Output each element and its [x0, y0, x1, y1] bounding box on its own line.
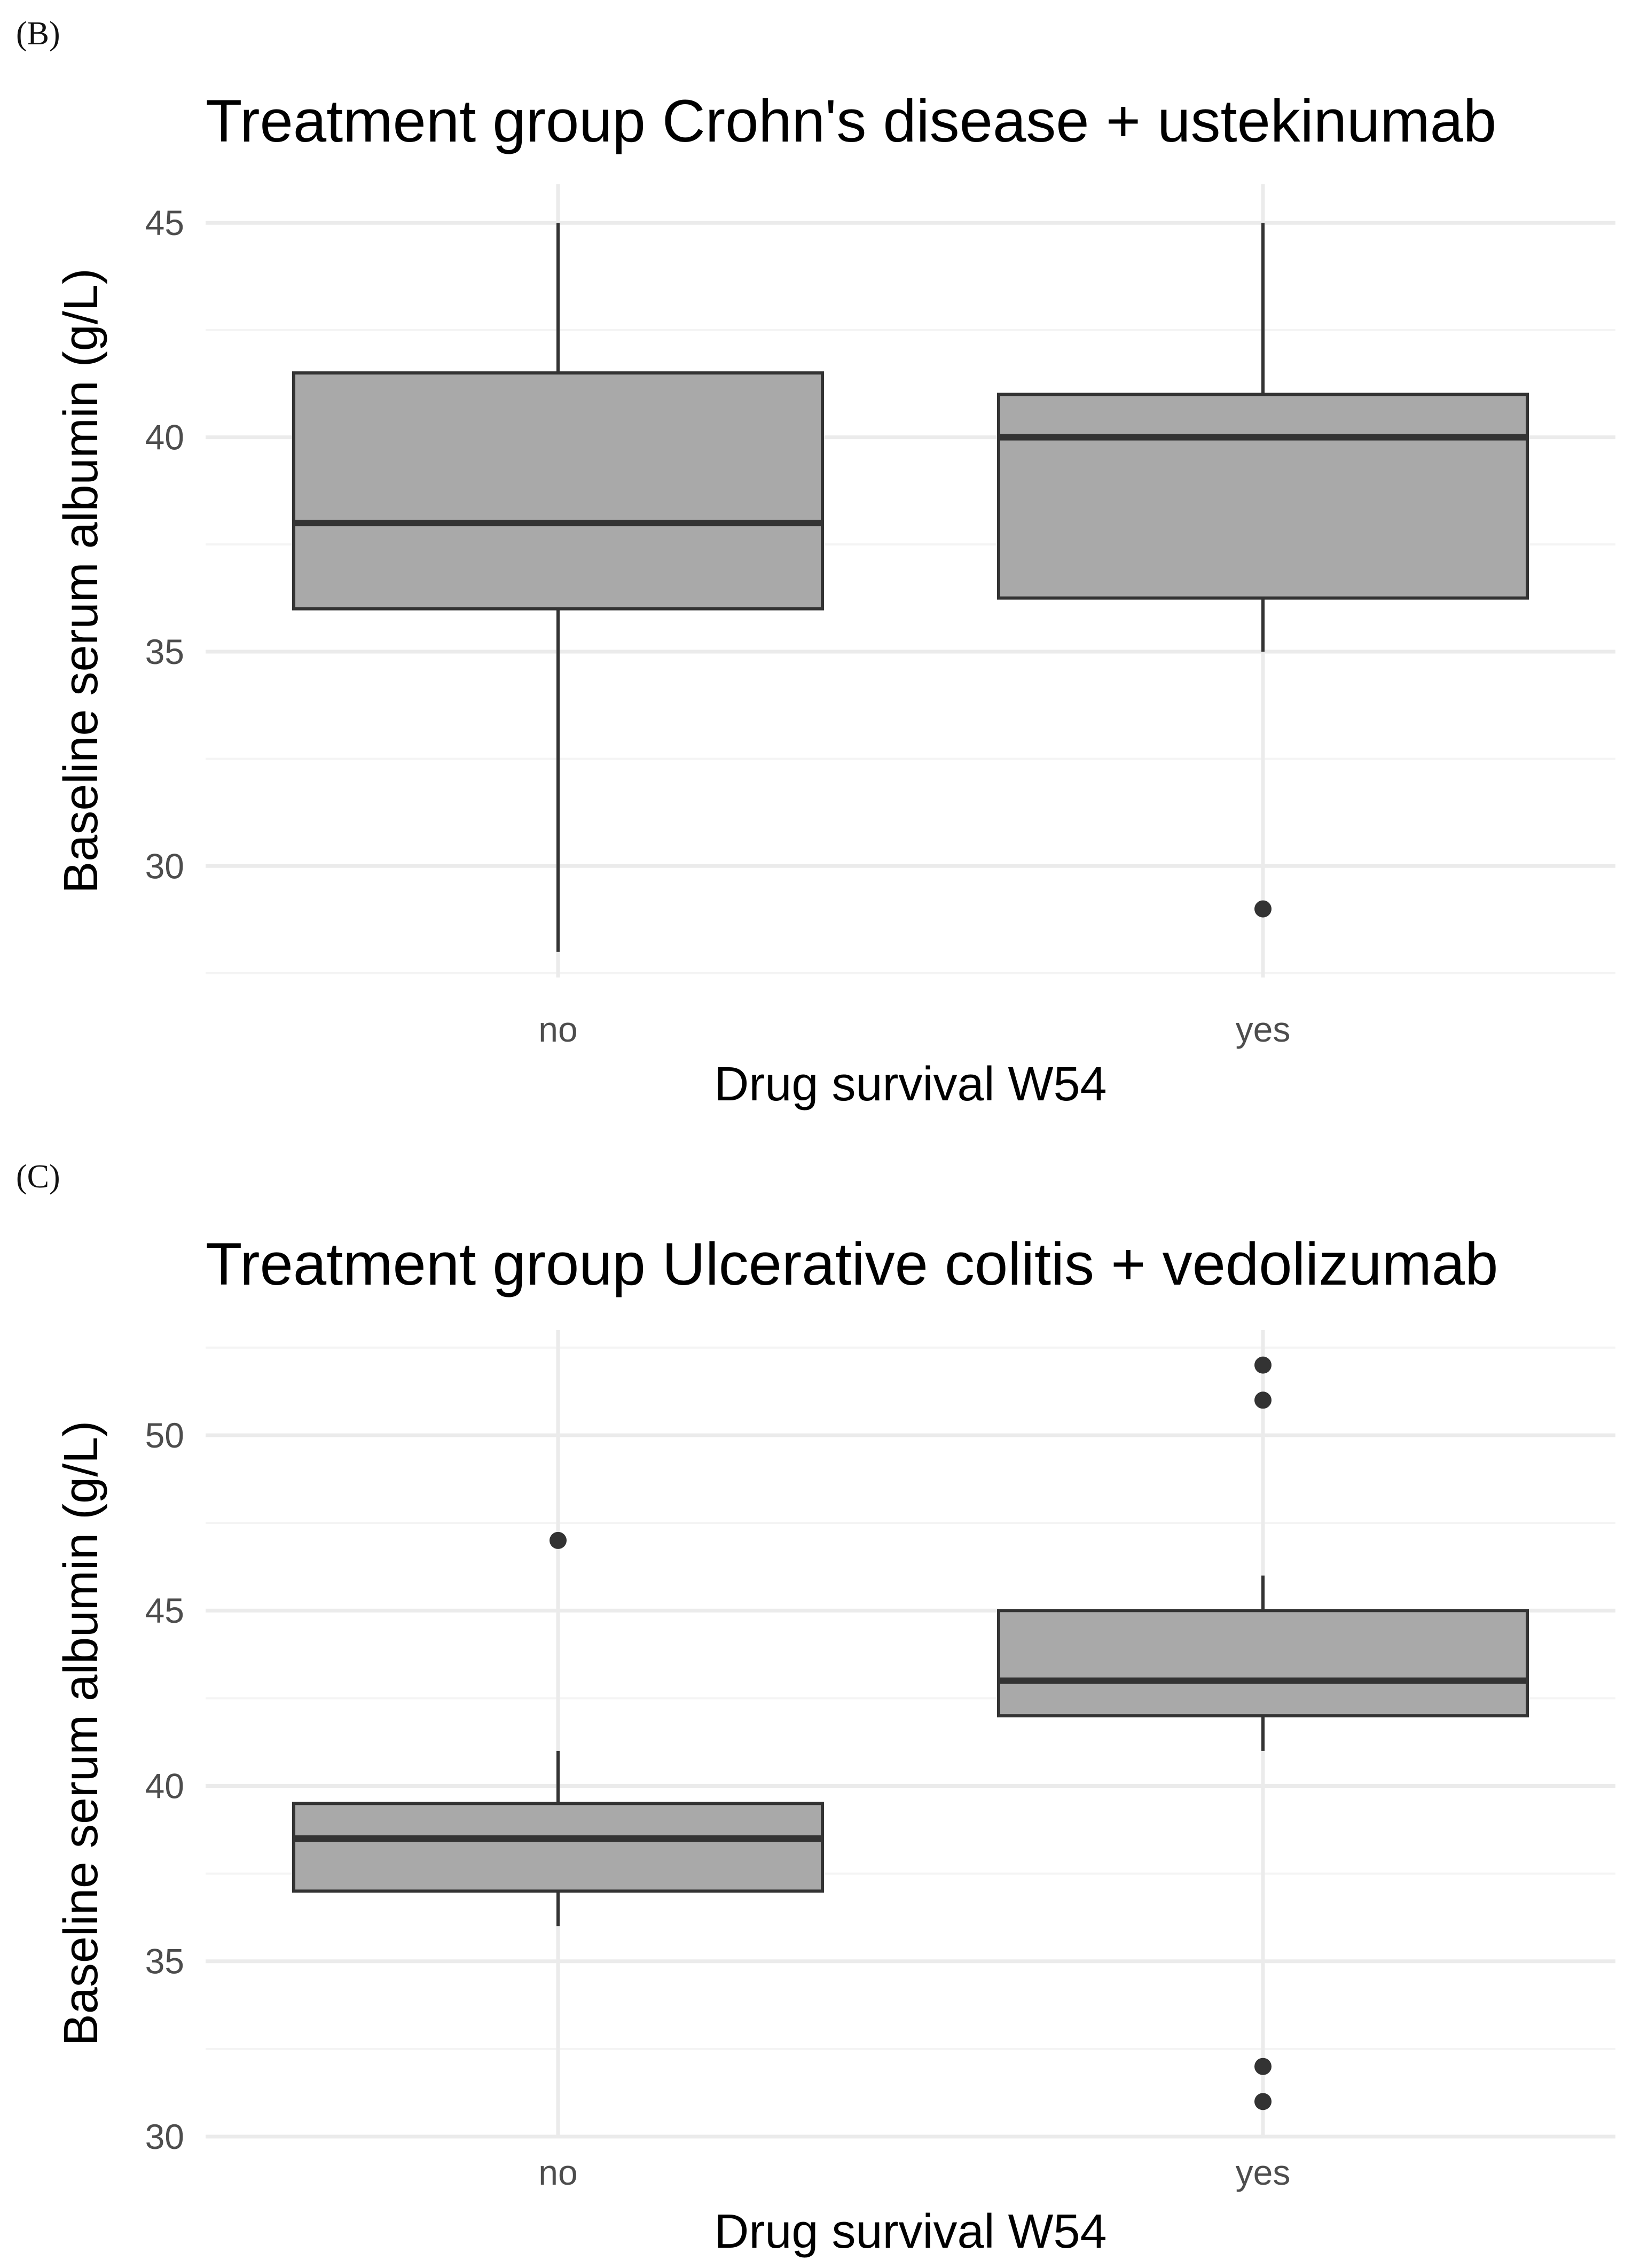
x-axis-title: Drug survival W54	[714, 1058, 1106, 1111]
y-tick-label: 45	[145, 1591, 184, 1630]
chart-panel-c: 30 35 40 45 50 no yes Treatment group Ulcerativ…	[54, 1231, 1615, 2258]
y-tick-label: 30	[145, 2117, 184, 2156]
x-tick-label: no	[538, 2153, 577, 2192]
x-tick-label: yes	[1236, 2153, 1291, 2192]
box-yes	[997, 223, 1529, 918]
y-axis-title: Baseline serum albumin (g/L)	[54, 1421, 108, 2046]
outlier-point	[1254, 2093, 1272, 2110]
outlier-point	[1254, 900, 1272, 918]
box-iqr	[292, 371, 824, 611]
y-tick-label: 45	[145, 203, 184, 243]
y-tick-label: 50	[145, 1415, 184, 1455]
outlier-point	[1254, 1356, 1272, 1374]
y-axis-title: Baseline serum albumin (g/L)	[54, 268, 108, 894]
y-tick-label: 35	[145, 1942, 184, 1981]
y-tick-label: 40	[145, 1766, 184, 1805]
box-iqr	[997, 1609, 1529, 1718]
chart-title: Treatment group Ulcerative colitis + ved…	[206, 1231, 1498, 1297]
x-axis-title: Drug survival W54	[714, 2205, 1106, 2258]
box-yes	[997, 1356, 1529, 2110]
x-tick-label: no	[538, 1010, 577, 1049]
box-no	[292, 223, 824, 952]
y-tick-label: 40	[145, 418, 184, 457]
outlier-point	[550, 1531, 567, 1549]
box-iqr	[292, 1802, 824, 1893]
outlier-point	[1254, 1391, 1272, 1409]
panel-c-label: (C)	[16, 1159, 60, 1195]
box-iqr	[997, 393, 1529, 600]
box-no	[292, 1531, 824, 1927]
chart-panel-b: 30 35 40 45 no yes Treatment group Crohn's dis…	[54, 88, 1615, 1111]
y-tick-label: 35	[145, 632, 184, 671]
x-tick-label: yes	[1236, 1010, 1291, 1049]
chart-title: Treatment group Crohn's disease + usteki…	[206, 88, 1496, 154]
panel-b-label: (B)	[16, 15, 60, 52]
outlier-point	[1254, 2058, 1272, 2075]
y-tick-label: 30	[145, 846, 184, 886]
